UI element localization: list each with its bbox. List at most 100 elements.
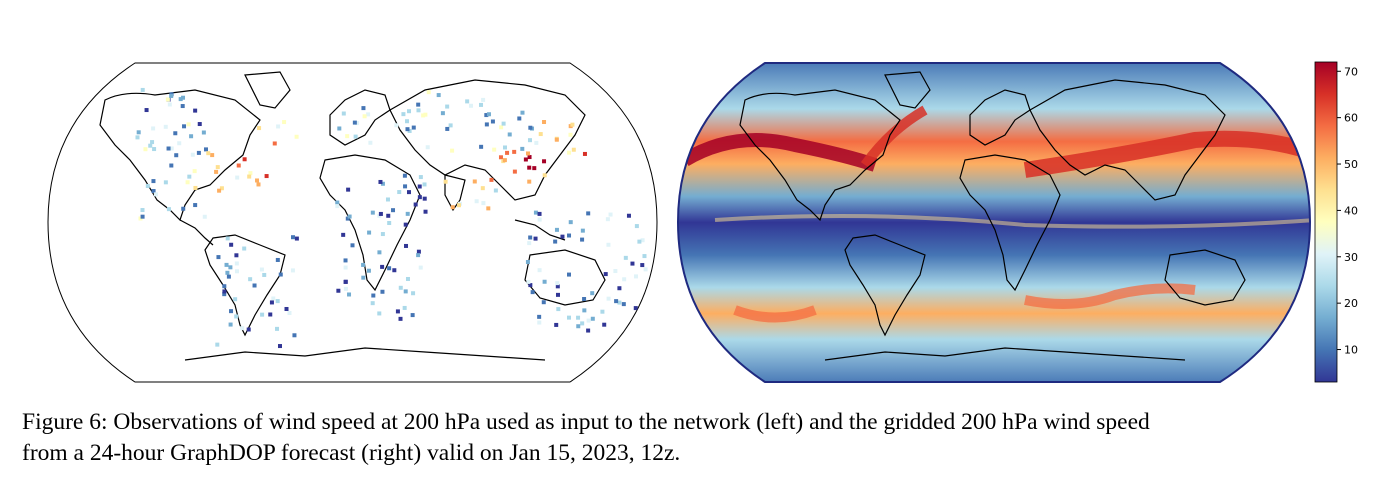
observation-point: [391, 208, 396, 213]
observation-point: [571, 147, 576, 152]
observation-point: [210, 153, 215, 158]
observation-point: [256, 182, 261, 187]
observation-point: [538, 132, 543, 137]
observation-point: [474, 199, 479, 204]
observation-point: [190, 152, 195, 157]
observation-point: [642, 254, 647, 259]
observation-point: [537, 314, 542, 319]
observation-point: [269, 300, 274, 305]
observation-point: [407, 128, 412, 133]
observation-point: [343, 286, 348, 291]
observation-points: [135, 87, 648, 349]
forecast-map-svg: [676, 62, 1312, 383]
colorbar-ticks: 70 60 50 40 30 20 10: [1337, 65, 1358, 357]
observation-point: [576, 315, 581, 320]
observation-point: [341, 111, 346, 116]
observation-point: [262, 272, 267, 277]
observation-point: [411, 291, 416, 296]
observation-point: [586, 211, 591, 216]
observation-point: [486, 112, 491, 117]
observation-point: [608, 212, 613, 217]
observation-point: [276, 124, 281, 129]
observation-point: [520, 146, 525, 151]
observation-point: [537, 217, 542, 222]
observation-point: [405, 119, 410, 124]
observation-point: [523, 157, 528, 162]
observation-point: [613, 269, 618, 274]
observation-point: [484, 122, 489, 127]
observation-point: [502, 158, 507, 163]
observation-point: [169, 163, 174, 168]
observation-point: [242, 157, 247, 162]
observation-point: [555, 292, 560, 297]
observation-point: [395, 309, 400, 314]
observation-point: [370, 301, 375, 306]
observation-point: [366, 268, 371, 273]
observation-point: [512, 169, 517, 174]
observation-point: [417, 195, 422, 200]
observation-point: [590, 291, 595, 296]
observation-point: [181, 206, 186, 211]
observation-point: [177, 141, 182, 146]
observation-point: [215, 342, 220, 347]
observation-point: [163, 124, 168, 129]
observation-point: [294, 134, 299, 139]
observation-point: [150, 140, 155, 145]
observation-point: [528, 125, 533, 130]
observation-point: [567, 150, 572, 155]
observation-point: [380, 264, 385, 269]
observation-point: [228, 322, 233, 327]
observation-point: [386, 213, 391, 218]
observation-point: [371, 293, 376, 298]
observation-point: [345, 134, 350, 139]
jet-stream-asia: [1023, 130, 1308, 178]
observation-point: [554, 137, 559, 142]
observation-point: [353, 134, 358, 139]
observation-point: [534, 140, 539, 145]
observation-point: [361, 275, 366, 280]
observation-point: [622, 277, 627, 282]
observation-point: [350, 243, 355, 248]
observation-point: [403, 184, 408, 189]
observation-point: [225, 236, 230, 241]
observation-point: [275, 299, 280, 304]
observation-point: [553, 239, 558, 244]
observation-point: [402, 173, 407, 178]
observation-point: [501, 121, 506, 126]
observation-point: [554, 322, 559, 327]
observation-point: [568, 132, 573, 137]
observation-point: [450, 148, 455, 153]
observation-point: [242, 246, 247, 251]
observation-point: [255, 178, 260, 183]
observation-point: [202, 214, 207, 219]
observation-point: [526, 151, 531, 156]
observation-point: [617, 286, 622, 291]
colorbar-svg: 70 60 50 40 30 20 10: [1314, 61, 1358, 383]
observation-point: [405, 211, 410, 216]
observation-point: [173, 131, 178, 136]
observation-point: [222, 289, 227, 294]
observation-point: [361, 106, 366, 111]
observation-point: [352, 120, 357, 125]
figure-caption: Figure 6: Observations of wind speed at …: [22, 407, 1382, 469]
observation-point: [337, 126, 342, 131]
observation-point: [169, 146, 174, 151]
observation-point: [398, 285, 403, 290]
observation-point: [181, 95, 186, 100]
observation-point: [560, 234, 565, 239]
observation-point: [252, 283, 257, 288]
observation-point: [290, 235, 295, 240]
observation-point: [606, 242, 611, 247]
observation-point: [567, 315, 572, 320]
observation-point: [489, 177, 494, 182]
observation-point: [507, 132, 512, 137]
observation-point: [144, 108, 149, 113]
observation-point: [275, 257, 280, 262]
observation-point: [614, 299, 619, 304]
observation-point: [138, 216, 143, 221]
colorbar-tick-label: 10: [1344, 344, 1358, 357]
observation-point: [234, 253, 239, 258]
observation-point: [257, 126, 262, 131]
observation-point: [343, 258, 348, 263]
coastlines-right: [739, 71, 1246, 361]
